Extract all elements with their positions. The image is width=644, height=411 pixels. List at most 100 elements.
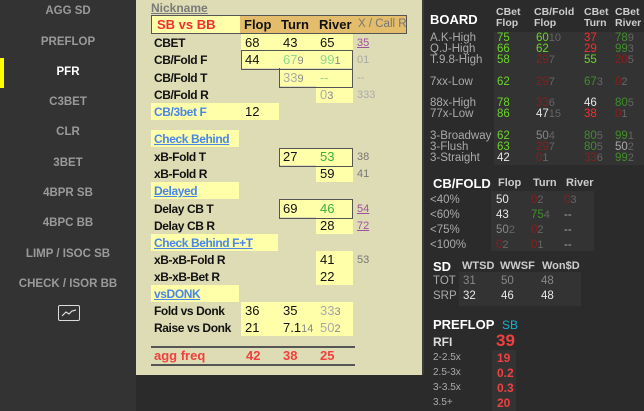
board-cell[interactable]: 992 [615, 152, 634, 164]
stat-flop[interactable]: 21 [241, 319, 279, 336]
cbfold-cell[interactable]: 02 [531, 194, 544, 206]
section-link[interactable]: Check Behind F+T [151, 234, 278, 251]
line-chart-icon[interactable] [58, 305, 80, 321]
sidebar-item-limp-isoc-sb[interactable]: LIMP / ISOC SB [25, 248, 111, 260]
board-cell[interactable]: 805 [584, 141, 603, 153]
board-cell[interactable]: 297 [536, 76, 555, 88]
agg-river: 25 [320, 348, 335, 363]
board-cell[interactable]: 297 [536, 141, 555, 153]
board-cell[interactable]: 42 [497, 152, 510, 164]
cbfold-cell[interactable]: -- [564, 209, 572, 221]
stat-river[interactable]: 22 [316, 268, 353, 285]
stat-xcall[interactable]: 72 [357, 220, 369, 232]
board-cell[interactable]: 297 [536, 54, 555, 66]
section-link[interactable]: Check Behind [151, 130, 239, 147]
stat-value: 44 [245, 52, 260, 67]
board-cell[interactable]: 205 [615, 54, 634, 66]
board-cell[interactable]: 38 [584, 108, 597, 120]
board-cell[interactable]: 62 [536, 43, 549, 55]
nickname-link[interactable]: Nickname [151, 1, 208, 15]
board-cell[interactable]: 504 [536, 130, 555, 142]
sd-cell[interactable]: 50 [501, 275, 514, 287]
section-link[interactable]: Delayed [151, 182, 239, 199]
stat-river[interactable]: -- [316, 69, 353, 86]
preflop-title: PREFLOP [433, 317, 495, 332]
sidebar-item-agg-sd[interactable]: AGG SD [45, 5, 91, 17]
stat-turn[interactable]: 7.114 [279, 319, 317, 336]
cbfold-cell[interactable]: 43 [496, 209, 509, 221]
stat-river[interactable]: 991 [316, 51, 353, 68]
cbfold-cell[interactable]: 754 [531, 209, 550, 221]
board-cell[interactable]: 4715 [536, 108, 561, 120]
sidebar-item-c3bet[interactable]: C3BET [49, 96, 87, 108]
sd-cell[interactable]: 32 [463, 290, 476, 302]
stat-xcall[interactable]: 35 [357, 37, 369, 49]
board-cell[interactable]: 991 [615, 130, 634, 142]
cbfold-cell[interactable]: 02 [496, 239, 509, 251]
board-cell[interactable]: 789 [615, 32, 634, 44]
stat-xcall[interactable]: 54 [357, 203, 369, 215]
board-cell[interactable]: 86 [497, 108, 510, 120]
cbfold-cell[interactable]: 01 [531, 239, 544, 251]
board-cell[interactable]: 29 [584, 43, 597, 55]
sidebar-item-clr[interactable]: CLR [56, 126, 80, 138]
stat-flop[interactable]: 12 [241, 103, 279, 120]
board-cell[interactable]: 75 [497, 32, 510, 44]
board-cell[interactable]: 55 [584, 54, 597, 66]
stat-flop[interactable]: 68 [241, 34, 279, 51]
stat-turn[interactable]: 679 [279, 51, 317, 68]
board-cell[interactable]: 673 [584, 76, 603, 88]
board-cell[interactable]: 01 [615, 108, 628, 120]
board-cell[interactable]: 805 [584, 130, 603, 142]
board-cell[interactable]: 78 [497, 97, 510, 109]
board-cell[interactable]: 62 [497, 76, 510, 88]
cbfold-cell[interactable]: 02 [531, 224, 544, 236]
board-cell[interactable]: 66 [497, 43, 510, 55]
cbfold-cell[interactable]: 03 [564, 194, 577, 206]
sidebar-item-check-isor-bb[interactable]: CHECK / ISOR BB [18, 278, 118, 290]
sd-cell[interactable]: 46 [501, 290, 514, 302]
cbfold-cell[interactable]: 50 [496, 194, 509, 206]
cbfold-cell[interactable]: -- [564, 224, 572, 236]
sd-cell[interactable]: 48 [541, 290, 554, 302]
board-cell[interactable]: 805 [615, 97, 634, 109]
board-cell[interactable]: 336 [536, 97, 555, 109]
sidebar-item-preflop[interactable]: PREFLOP [40, 36, 96, 48]
stat-river[interactable]: 28 [316, 217, 353, 234]
board-cell[interactable]: 01 [536, 152, 549, 164]
board-cell[interactable]: 62 [497, 130, 510, 142]
board-cell[interactable]: 6010 [536, 32, 561, 44]
sidebar-item-pfr[interactable]: PFR [56, 66, 80, 78]
stat-turn[interactable]: 43 [279, 34, 317, 51]
stat-turn[interactable]: 27 [279, 148, 317, 165]
board-cell[interactable]: 993 [615, 43, 634, 55]
board-cell[interactable]: 58 [497, 54, 510, 66]
stat-river[interactable]: 502 [316, 319, 353, 336]
sd-cell[interactable]: 48 [541, 275, 554, 287]
board-cell[interactable]: 02 [615, 76, 628, 88]
sd-cell[interactable]: 31 [463, 275, 476, 287]
board-cell[interactable]: 63 [497, 141, 510, 153]
stat-river[interactable]: 46 [316, 200, 353, 217]
stat-river[interactable]: 59 [316, 165, 353, 182]
stat-river[interactable]: 03 [316, 86, 353, 103]
stat-river[interactable]: 65 [316, 34, 353, 51]
stat-turn[interactable]: 35 [279, 302, 317, 319]
stat-turn[interactable]: 69 [279, 200, 317, 217]
board-cell[interactable]: 502 [615, 141, 634, 153]
cbfold-cell[interactable]: -- [564, 239, 572, 251]
stat-flop[interactable]: 36 [241, 302, 279, 319]
sidebar-item-4bpr-sb[interactable]: 4BPR SB [43, 187, 93, 199]
stat-flop[interactable]: 44 [241, 51, 279, 68]
stat-river[interactable]: 41 [316, 251, 353, 268]
sidebar-item-4bpc-bb[interactable]: 4BPC BB [42, 217, 94, 229]
stat-turn[interactable]: 339 [279, 69, 317, 86]
section-link[interactable]: vsDONK [151, 285, 239, 302]
board-cell[interactable]: 336 [584, 152, 603, 164]
cbfold-cell[interactable]: 502 [496, 224, 515, 236]
board-cell[interactable]: 37 [584, 32, 597, 44]
stat-river[interactable]: 53 [316, 148, 353, 165]
sidebar-item-3bet[interactable]: 3BET [53, 157, 83, 169]
board-cell[interactable]: 46 [584, 97, 597, 109]
stat-river[interactable]: 333 [316, 302, 353, 319]
